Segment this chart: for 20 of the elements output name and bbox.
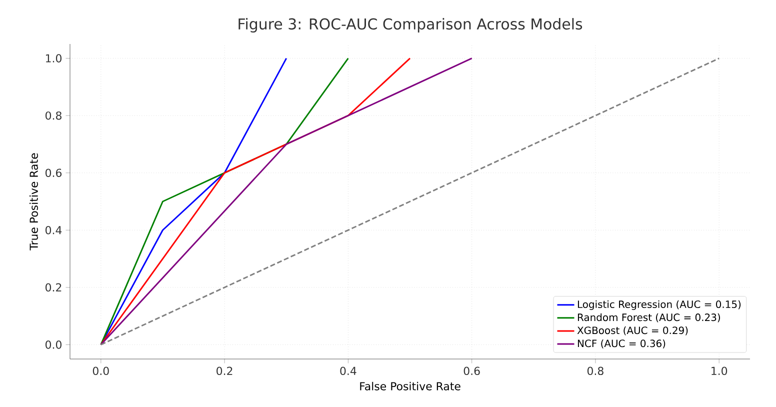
x-tick-label: 0.4 <box>340 366 356 376</box>
x-tick-label: 0.2 <box>216 366 232 376</box>
y-tick-label: 1.0 <box>46 54 62 62</box>
x-tick-label: 0.0 <box>92 366 109 376</box>
y-tick-label: 0.8 <box>46 111 62 120</box>
y-tick-label: 0.6 <box>46 168 62 178</box>
legend-label: Random Forest (AUC = 0.23) <box>578 313 720 322</box>
legend-label: XGBoost (AUC = 0.29) <box>577 326 688 336</box>
line-series <box>100 58 473 346</box>
chart-title: Figure 3: ROC-AUC Comparison Across Models <box>238 18 582 32</box>
y-tick-label: 0.4 <box>46 226 62 234</box>
legend-label: NCF (AUC = 0.36) <box>578 339 666 348</box>
x-tick-label: 0.6 <box>464 366 480 376</box>
x-tick-label: 1.0 <box>712 366 728 376</box>
y-axis-title: True Positive Rate <box>29 153 38 250</box>
y-tick-label: 0.0 <box>46 340 62 349</box>
legend-label: Logistic Regression (AUC = 0.15) <box>578 300 741 310</box>
x-tick-label: 0.8 <box>587 366 604 376</box>
y-tick-label: 0.2 <box>46 283 62 292</box>
x-axis-title: False Positive Rate <box>360 382 460 390</box>
